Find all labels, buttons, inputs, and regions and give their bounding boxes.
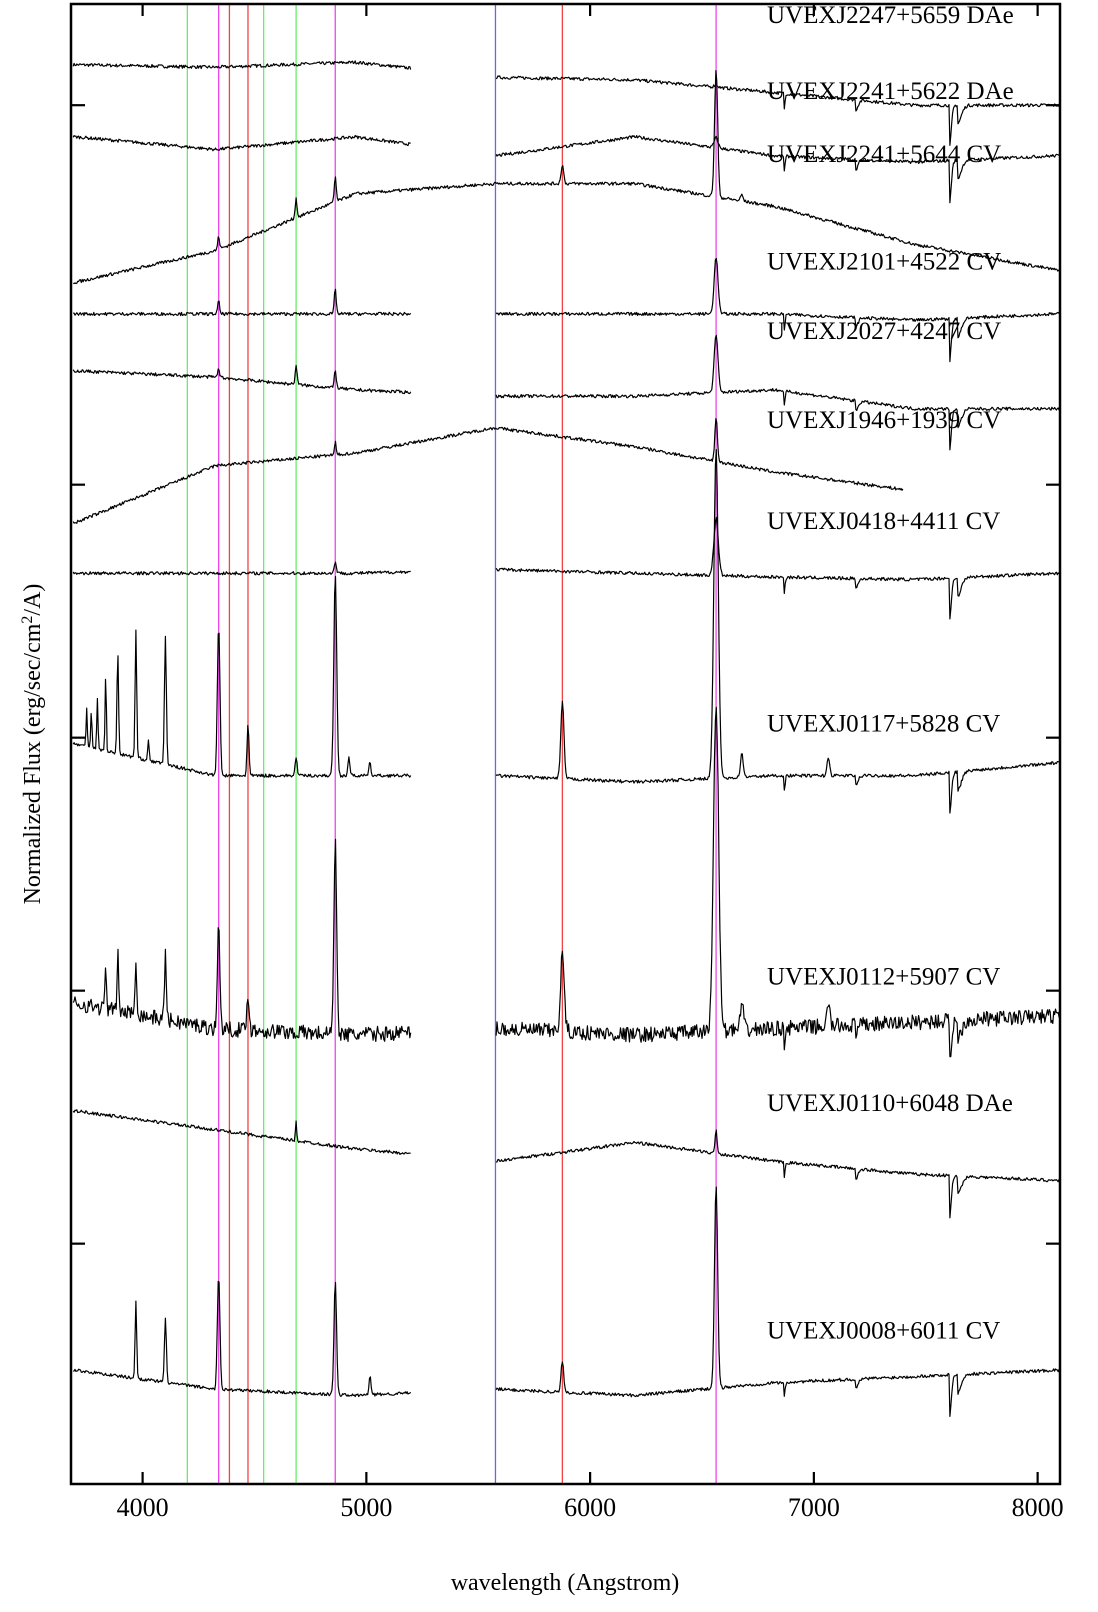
spectrum-line-1-1	[495, 135, 1061, 204]
spectrum-labels: UVEXJ2247+5659 DAe UVEXJ2241+5622 DAe UVEX…	[767, 2, 1014, 1345]
spectra-group	[72, 60, 1061, 1417]
spectrum-label-9: UVEXJ0110+6048 DAe	[767, 1090, 1013, 1117]
spectrum-0	[72, 60, 1061, 146]
spectrum-line-7-0	[72, 576, 412, 778]
y-axis-ticks	[71, 104, 1060, 1245]
spectrum-label-2: UVEXJ2241+5644 CV	[767, 141, 1001, 168]
spectrum-label-1: UVEXJ2241+5622 DAe	[767, 78, 1014, 105]
spectrum-line-9-0	[72, 1109, 411, 1155]
spectrum-3	[73, 257, 1061, 363]
spectrum-line-4-1	[495, 334, 1061, 451]
x-axis-label: wavelength (Angstrom)	[451, 1570, 680, 1596]
x-tick-label-5000: 5000	[340, 1493, 392, 1522]
spectrum-label-0: UVEXJ2247+5659 DAe	[767, 2, 1014, 29]
y-axis-label-suffix: /A)	[20, 584, 46, 616]
spectrum-label-10: UVEXJ0008+6011 CV	[767, 1318, 1000, 1345]
reference-lines	[186, 4, 717, 1484]
spectrum-label-6: UVEXJ0418+4411 CV	[767, 508, 1000, 535]
x-tick-label-6000: 6000	[564, 1493, 616, 1522]
spectrum-line-9-1	[495, 1129, 1061, 1219]
spectrum-line-10-1	[495, 1186, 1061, 1417]
spectrum-10	[73, 1186, 1061, 1417]
spectrum-line-4-0	[72, 364, 412, 395]
spectrum-line-3-0	[73, 288, 412, 317]
spectrum-label-7: UVEXJ0117+5828 CV	[767, 710, 1000, 737]
spectrum-label-8: UVEXJ0112+5907 CV	[767, 963, 1000, 990]
spectrum-2	[73, 70, 1061, 285]
spectrum-line-0-0	[72, 60, 412, 70]
spectrum-label-4: UVEXJ2027+4247 CV	[767, 318, 1001, 345]
spectrum-line-3-1	[495, 257, 1061, 363]
y-axis-label: Normalized Flux (erg/sec/cm2/A)	[19, 584, 47, 905]
x-tick-label-8000: 8000	[1012, 1493, 1064, 1522]
spectrum-label-3: UVEXJ2101+4522 CV	[767, 249, 1001, 276]
spectrum-line-1-0	[72, 134, 411, 152]
y-axis-label-prefix: Normalized Flux (erg/sec/cm	[20, 623, 46, 904]
spectrum-line-7-1	[495, 449, 1061, 814]
x-axis-ticks: 4000 5000 6000 7000 8000	[117, 4, 1064, 1522]
x-tick-label-4000: 4000	[117, 1493, 169, 1522]
spectrum-label-5: UVEXJ1946+1939 CV	[767, 407, 1001, 434]
y-axis-label-sup: 2	[19, 616, 36, 624]
plot-frame	[69, 2, 1062, 1486]
spectrum-line-8-0	[72, 838, 412, 1043]
spectrum-8	[72, 706, 1061, 1058]
spectrum-line-2-0	[73, 70, 1061, 285]
spectrum-line-5-0	[72, 418, 904, 524]
spectrum-line-10-0	[73, 1280, 412, 1398]
spectrum-5	[72, 418, 904, 524]
spectrum-line-6-1	[495, 516, 1061, 620]
spectrum-7	[72, 449, 1061, 814]
spectrum-line-0-1	[495, 75, 1061, 146]
spectrum-line-6-0	[72, 561, 411, 576]
spectrum-1	[72, 134, 1061, 204]
spectrum-4	[72, 334, 1061, 451]
spectrum-6	[72, 516, 1061, 620]
spectrum-9	[72, 1109, 1061, 1219]
x-tick-label-7000: 7000	[788, 1493, 840, 1522]
spectrum-line-8-1	[495, 706, 1061, 1058]
